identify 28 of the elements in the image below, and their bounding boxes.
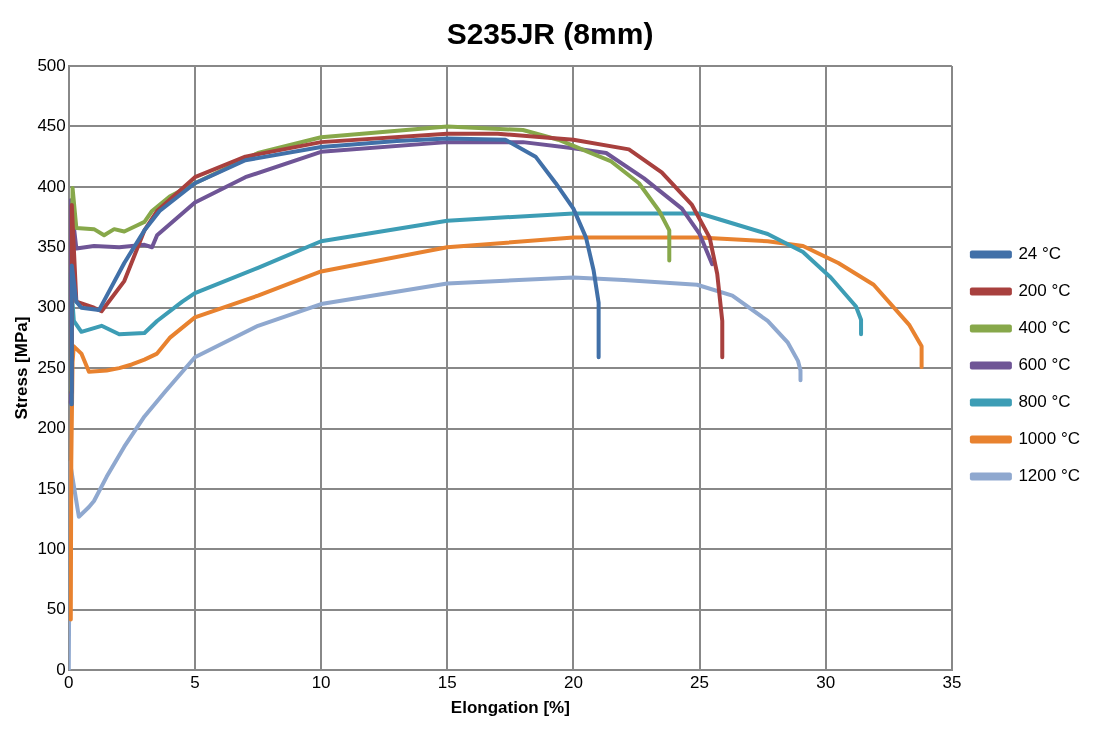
y-tick-label: 50 bbox=[46, 599, 66, 619]
chart-title: S235JR (8mm) bbox=[446, 17, 654, 51]
legend-label: 1200 °C bbox=[1018, 466, 1081, 486]
y-tick-label: 300 bbox=[37, 297, 66, 317]
y-axis-title: Stress [MPa] bbox=[11, 316, 31, 420]
legend-label: 24 °C bbox=[1018, 244, 1062, 264]
x-tick-label: 15 bbox=[437, 673, 457, 693]
x-tick-label: 25 bbox=[690, 673, 710, 693]
legend-label: 600 °C bbox=[1018, 355, 1071, 375]
y-tick-label: 200 bbox=[37, 418, 66, 438]
y-tick-label: 450 bbox=[37, 116, 66, 136]
y-tick-label: 350 bbox=[37, 236, 66, 256]
y-tick-label: 500 bbox=[37, 55, 66, 75]
y-tick-label: 250 bbox=[37, 357, 66, 377]
x-tick-label: 30 bbox=[816, 673, 836, 693]
legend-label: 800 °C bbox=[1018, 392, 1071, 412]
legend-label: 1000 °C bbox=[1018, 429, 1081, 449]
x-tick-label: 5 bbox=[190, 673, 200, 693]
y-tick-label: 0 bbox=[56, 659, 66, 679]
legend-label: 400 °C bbox=[1018, 318, 1071, 338]
y-tick-label: 400 bbox=[37, 176, 66, 196]
x-tick-label: 20 bbox=[563, 673, 583, 693]
x-tick-label: 35 bbox=[942, 673, 962, 693]
legend-label: 200 °C bbox=[1018, 281, 1071, 301]
x-tick-label: 10 bbox=[311, 673, 331, 693]
y-tick-label: 100 bbox=[37, 539, 66, 559]
y-tick-label: 150 bbox=[37, 478, 66, 498]
x-axis-title: Elongation [%] bbox=[450, 698, 570, 718]
